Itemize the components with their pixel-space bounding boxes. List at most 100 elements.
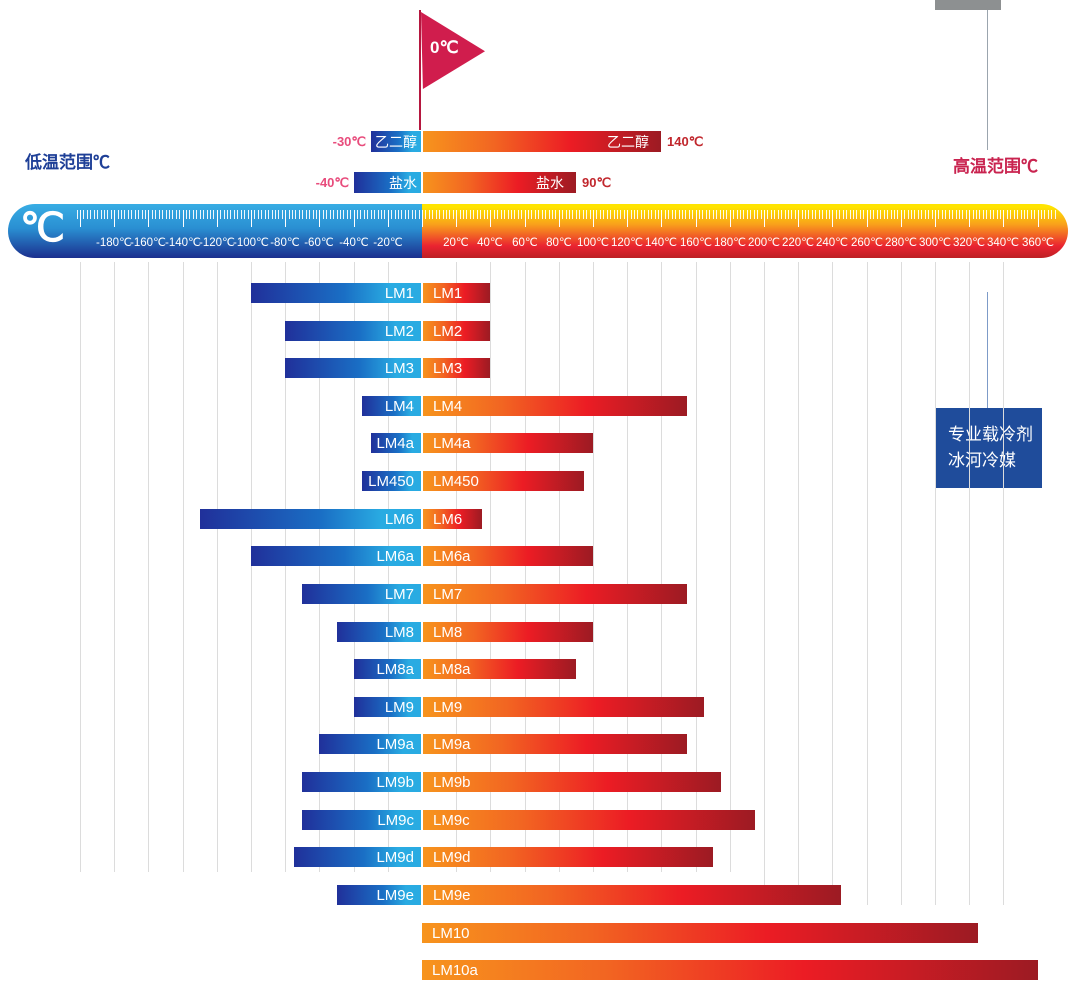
ruler-tick: [76, 210, 78, 219]
ruler-tick: [131, 210, 133, 219]
ruler-tick: [709, 210, 711, 219]
bar-label-warm: LM1: [433, 284, 463, 302]
ruler-tick: [377, 210, 379, 219]
product-row: LM9a LM9a: [0, 734, 1080, 754]
ruler-tick: [695, 210, 697, 227]
bar-warm-segment: LM2: [423, 321, 490, 341]
reference-row: -40℃ 盐水 盐水 90℃: [0, 172, 1080, 193]
grid-line: [183, 262, 184, 872]
bar-warm-segment: LM9: [423, 697, 704, 717]
ruler-tick: [199, 210, 201, 219]
ruler-tick: [80, 210, 81, 227]
ruler-tick: [873, 210, 875, 219]
product-row: LM4a LM4a: [0, 433, 1080, 453]
ruler-tick-label: 40℃: [477, 237, 503, 249]
grid-line: [217, 262, 218, 872]
ruler-tick: [808, 210, 810, 219]
ruler-tick: [876, 210, 878, 219]
ruler-tick: [466, 210, 468, 219]
ruler-tick: [220, 210, 222, 219]
ruler-tick: [1054, 210, 1056, 219]
bar-cold-segment: LM2: [285, 321, 421, 341]
ruler-tick: [688, 210, 690, 219]
bar-label-cold: LM6a: [376, 547, 414, 565]
ruler-tick: [247, 210, 249, 219]
ruler-tick: [835, 210, 837, 219]
bar-cold-segment: LM3: [285, 358, 421, 378]
bar-cold-segment: LM7: [302, 584, 421, 604]
ruler-tick: [685, 210, 687, 219]
ruler-tick: [962, 210, 964, 219]
bar-cold-segment: LM450: [362, 471, 421, 491]
product-row: LM450 LM450: [0, 471, 1080, 491]
bar-warm-segment: LM450: [423, 471, 584, 491]
ruler-tick: [425, 210, 427, 219]
ref-name-warm: 乙二醇: [607, 133, 649, 150]
ruler-tick-label: -180℃: [96, 237, 132, 249]
ruler-tick: [596, 210, 598, 219]
bar-cold-segment: LM8a: [354, 659, 421, 679]
product-row: LM7 LM7: [0, 584, 1080, 604]
ref-name-cold: 盐水: [389, 174, 417, 191]
bar-label-cold: LM9a: [376, 735, 414, 753]
bar-label-cold: LM2: [384, 322, 414, 340]
product-row: LM10a: [0, 960, 1080, 980]
ruler-tick: [90, 210, 92, 219]
ref-warm-segment: 盐水: [423, 172, 576, 193]
ruler-tick: [565, 210, 567, 219]
ruler-tick: [569, 210, 571, 219]
grid-line: [730, 262, 731, 872]
bar-warm-segment: LM9c: [423, 810, 755, 830]
product-row: LM3 LM3: [0, 358, 1080, 378]
bar-label-cold: LM9b: [376, 773, 414, 791]
ruler-tick: [162, 210, 164, 219]
ruler-tick: [644, 210, 646, 219]
ruler-tick: [240, 210, 242, 219]
ruler-tick: [114, 210, 116, 227]
ruler-tick: [593, 210, 594, 227]
ruler-tick: [702, 210, 704, 219]
ruler-tick: [398, 210, 400, 219]
ruler-tick: [493, 210, 495, 219]
bar-label-cold: LM4a: [376, 434, 414, 452]
ruler-tick: [124, 210, 126, 219]
ruler-tick: [476, 210, 478, 219]
ref-max-temp-label: 140℃: [667, 133, 704, 149]
bar-label-warm: LM9d: [433, 848, 471, 866]
ruler-tick: [668, 210, 670, 219]
ruler-tick: [681, 210, 683, 219]
ruler-tick: [257, 210, 259, 219]
reference-row: -30℃ 乙二醇 乙二醇 140℃: [0, 131, 1080, 152]
ruler-tick: [326, 210, 328, 219]
ruler-tick: [435, 210, 437, 219]
ruler-tick: [616, 210, 618, 219]
ruler-tick: [825, 210, 827, 219]
ruler-tick: [117, 210, 119, 219]
product-row: LM9d LM9d: [0, 847, 1080, 867]
grid-line: [764, 262, 765, 905]
ruler-tick: [572, 210, 574, 219]
ruler-tick: [548, 210, 550, 219]
ruler-tick: [753, 210, 755, 219]
ruler-tick: [935, 210, 936, 227]
ruler-tick: [1010, 210, 1012, 219]
ruler-tick-label: 180℃: [713, 237, 747, 249]
bar-cold-segment: LM4: [362, 396, 421, 416]
ruler-tick: [654, 210, 656, 219]
ruler-tick: [541, 210, 543, 219]
ruler-tick: [842, 210, 844, 219]
ruler-tick: [158, 210, 160, 219]
ruler-tick: [603, 210, 605, 219]
ruler-tick: [524, 210, 526, 227]
ruler-tick: [661, 210, 663, 227]
ruler-tick: [551, 210, 553, 219]
ruler-tick: [989, 210, 991, 219]
ruler-tick: [917, 210, 919, 219]
ruler-tick: [315, 210, 317, 219]
bar-warm-segment: LM9a: [423, 734, 687, 754]
ruler-tick: [948, 210, 950, 219]
bar-label-warm: LM6: [433, 510, 463, 528]
grid-line: [696, 262, 697, 872]
bar-label-warm: LM9: [433, 698, 463, 716]
ruler-tick: [945, 210, 947, 219]
